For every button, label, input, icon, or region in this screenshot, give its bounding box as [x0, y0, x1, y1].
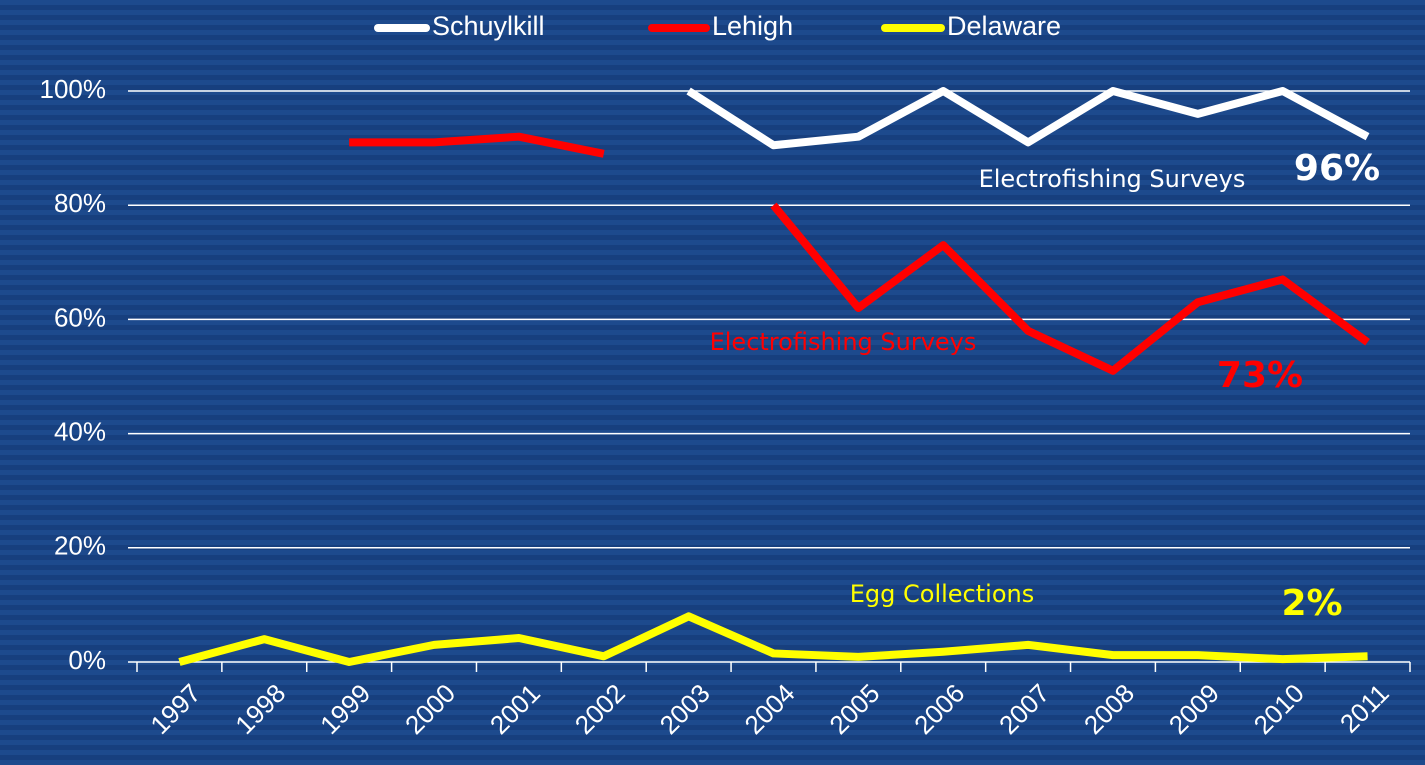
series-line — [178, 612, 1368, 666]
series-line — [349, 132, 1370, 375]
annotation: Electrofishing Surveys — [710, 328, 977, 356]
annotation: 96% — [1294, 148, 1380, 189]
y-tick-label: 0% — [68, 645, 106, 675]
y-tick-label: 60% — [54, 302, 106, 332]
annotation: Electrofishing Surveys — [979, 165, 1246, 193]
annotation: 2% — [1281, 583, 1342, 624]
annotation: Egg Collections — [850, 580, 1034, 608]
annotation: 73% — [1217, 355, 1303, 396]
legend-label: Schuylkill — [432, 11, 545, 41]
y-tick-label: 20% — [54, 531, 106, 561]
y-tick-label: 40% — [54, 416, 106, 446]
legend-label: Delaware — [947, 11, 1061, 41]
legend-label: Lehigh — [712, 11, 793, 41]
y-tick-label: 80% — [54, 188, 106, 218]
y-tick-label: 100% — [40, 74, 107, 104]
series-line — [686, 87, 1370, 150]
